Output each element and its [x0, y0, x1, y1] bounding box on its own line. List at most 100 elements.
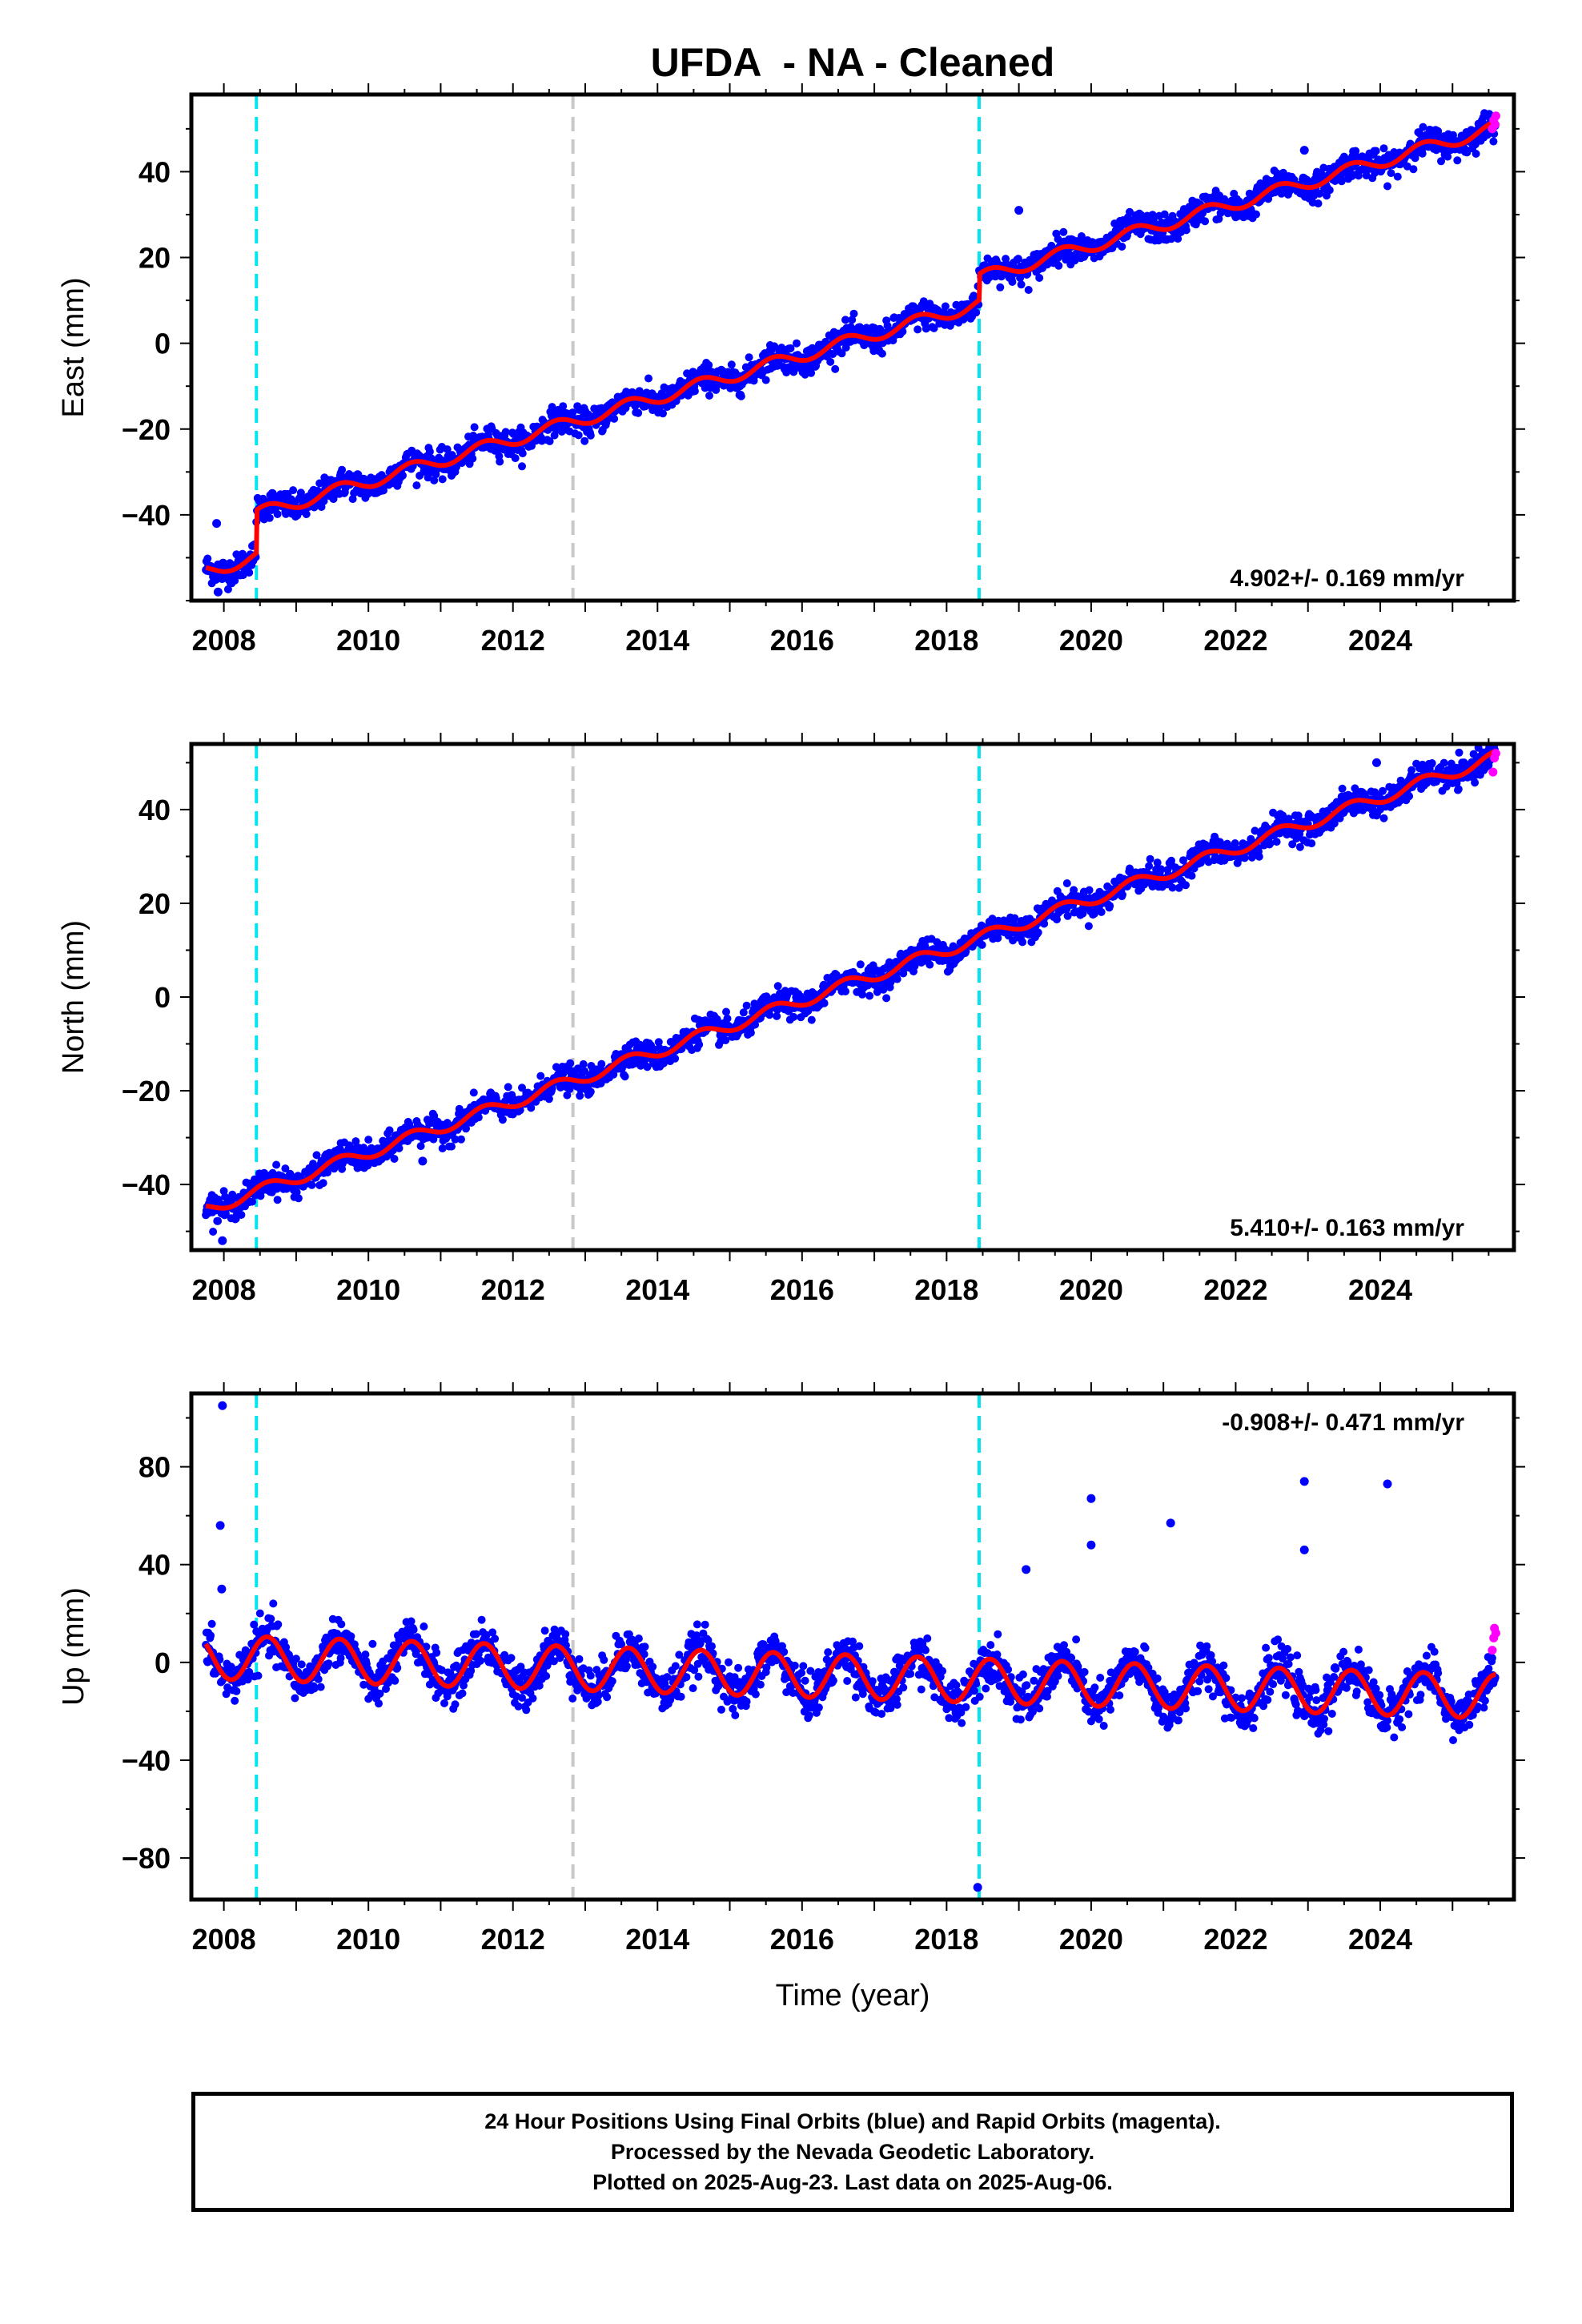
data-point [207, 1631, 215, 1640]
data-point [739, 1008, 748, 1017]
data-point [807, 1015, 816, 1024]
data-point [770, 342, 779, 351]
x-tick-label: 2014 [625, 1273, 689, 1306]
data-point [1084, 922, 1093, 931]
data-point [324, 1659, 333, 1668]
outlier-point [1014, 206, 1024, 215]
data-point [407, 1617, 416, 1626]
data-point [690, 387, 699, 396]
y-axis-ticks [180, 127, 1525, 601]
data-point [1314, 199, 1323, 208]
data-point [566, 1059, 575, 1068]
data-point [254, 1671, 263, 1680]
data-point [898, 328, 907, 336]
data-point [255, 1609, 264, 1618]
data-point [390, 1155, 399, 1163]
x-tick-label: 2024 [1348, 1273, 1412, 1306]
data-point [856, 960, 865, 969]
data-point [737, 392, 745, 400]
data-point [978, 940, 986, 949]
data-point [705, 392, 713, 400]
data-point [1118, 891, 1126, 899]
rapid-point [1491, 749, 1500, 758]
x-tick-label: 2016 [770, 624, 834, 657]
data-point [610, 414, 619, 423]
data-point [1337, 177, 1346, 186]
outlier-point [418, 1156, 428, 1166]
data-point [1182, 226, 1191, 235]
y-tick-label: 20 [139, 887, 171, 920]
data-point [203, 554, 212, 563]
data-point [316, 1683, 325, 1691]
data-point [789, 1012, 798, 1021]
panel-up: 2008 2010 2012 2014 2016 2018 2020 2022 2024−80−… [57, 1382, 1525, 2012]
data-point [882, 994, 891, 1003]
x-tick-label: 2024 [1348, 624, 1412, 657]
data-point [291, 1694, 299, 1703]
data-point [544, 1095, 553, 1104]
data-point [695, 1040, 704, 1049]
data-point [1407, 766, 1416, 774]
data-point [789, 368, 798, 376]
x-tick-label: 2012 [481, 624, 545, 657]
data-point [620, 1072, 629, 1081]
x-tick-label: 2018 [914, 1273, 978, 1306]
data-point [250, 1620, 259, 1629]
data-point [722, 1007, 730, 1016]
data-point [425, 447, 434, 456]
chart-title: UFDA - NA - Cleaned [651, 40, 1055, 85]
y-tick-label: 0 [155, 981, 171, 1014]
rapid-point [1488, 767, 1498, 777]
x-tick-label: 2008 [192, 624, 256, 657]
data-point [214, 1216, 223, 1225]
data-point [1379, 814, 1388, 822]
panel-east: 2008 2010 2012 2014 2016 2018 2020 2022 2024−40−… [57, 83, 1525, 657]
data-point [469, 1088, 478, 1097]
data-point [1182, 881, 1190, 890]
data-point [468, 454, 477, 463]
data-point [237, 1211, 246, 1219]
data-point [1054, 235, 1062, 243]
data-point [1160, 210, 1169, 219]
data-point [232, 550, 241, 559]
rapid-point [1491, 111, 1500, 121]
data-point [368, 1639, 377, 1648]
series-final-orbits [202, 1401, 1500, 1892]
data-point [416, 1142, 425, 1151]
data-point [239, 571, 247, 580]
data-point [1383, 182, 1391, 191]
data-point [634, 408, 643, 417]
data-point [1393, 172, 1402, 181]
y-tick-label: −40 [122, 1168, 171, 1201]
data-point [207, 1619, 216, 1628]
data-point [1379, 144, 1388, 153]
data-point [1146, 854, 1154, 863]
series-final-orbits [202, 109, 1500, 597]
data-point [1145, 862, 1154, 870]
data-point [347, 1632, 355, 1641]
data-point [379, 486, 387, 495]
data-point [877, 349, 886, 358]
outlier-point [1371, 758, 1381, 767]
y-axis-label: North (mm) [57, 920, 90, 1074]
data-point [338, 465, 347, 474]
y-tick-label: 40 [139, 155, 171, 188]
data-point [348, 495, 357, 504]
data-point [1325, 186, 1334, 195]
data-point [231, 1696, 239, 1705]
plot-area-east [202, 94, 1500, 601]
data-point [745, 353, 753, 362]
x-tick-label: 2014 [625, 624, 689, 657]
outlier-point [213, 587, 223, 597]
data-point [545, 437, 554, 445]
data-point [1167, 235, 1175, 243]
data-point [448, 1142, 456, 1151]
x-tick-label: 2010 [336, 624, 400, 657]
data-point [972, 308, 981, 317]
data-point [841, 987, 849, 995]
data-point [470, 423, 479, 432]
data-point [443, 445, 452, 454]
data-point [498, 1116, 507, 1124]
x-tick-label: 2012 [481, 1273, 545, 1306]
data-point [893, 975, 901, 983]
